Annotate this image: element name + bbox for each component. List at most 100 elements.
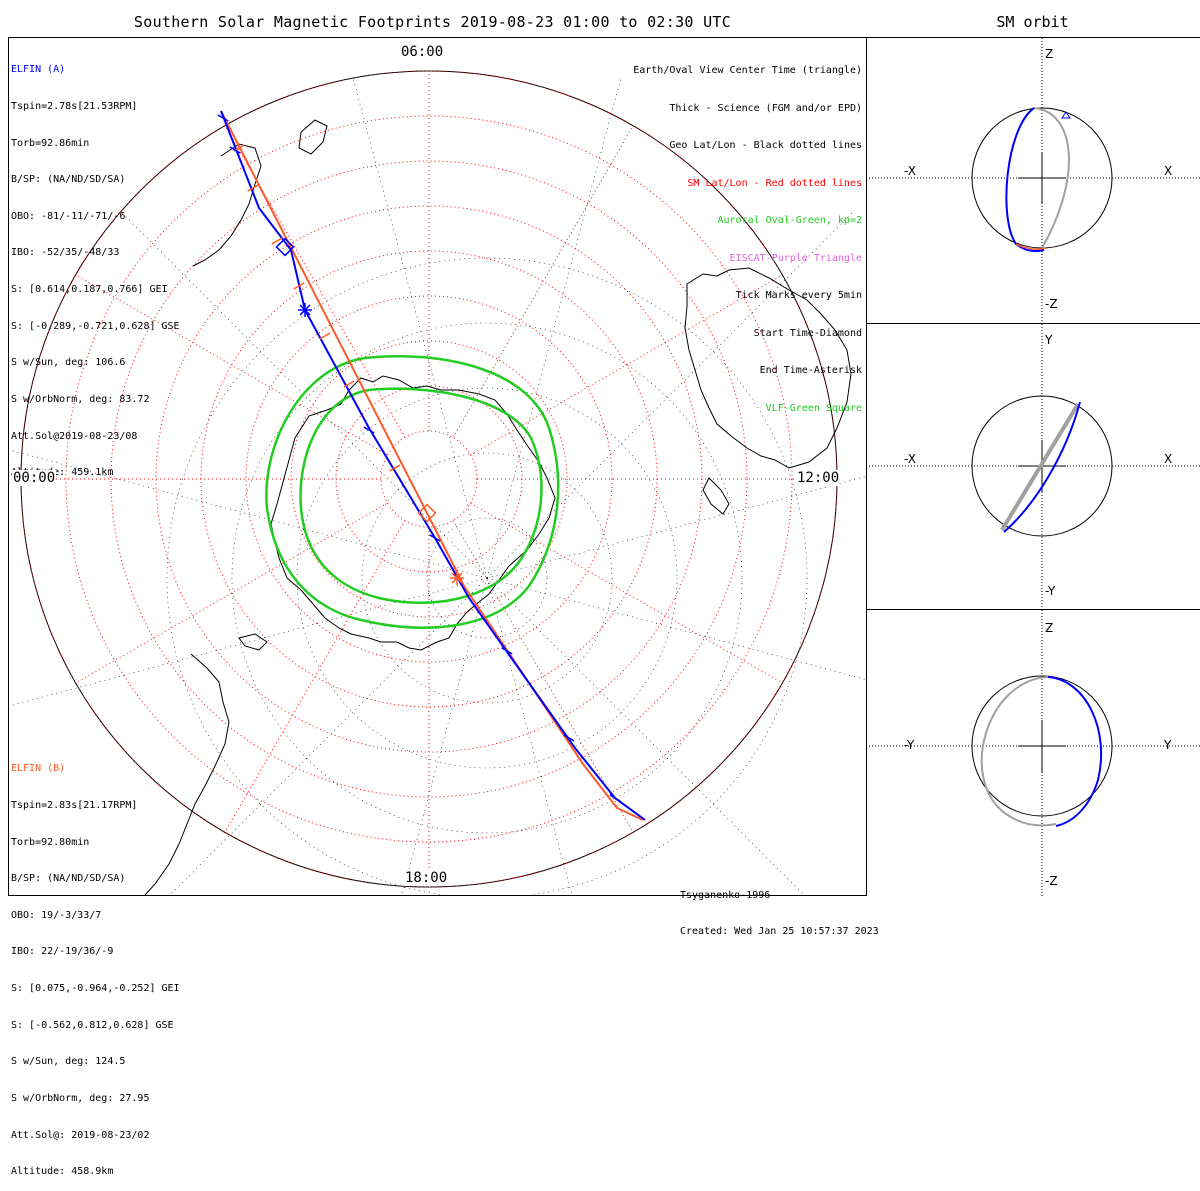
sm-longitude-line [452,125,634,438]
elfin-b-line: B/SP: (NA/ND/SD/SA) [11,873,126,885]
geo-longitude-line [486,577,805,895]
geo-longitude-line [401,577,488,895]
elfin-b-end-asterisk [450,571,464,585]
sm-latitude-ring [245,295,613,663]
elfin-a-info: ELFIN (A) Tspin=2.78s[21.53RPM] Torb=92.… [11,40,180,492]
axis-label-left: -X [904,164,916,178]
elfin-a-tick [217,114,229,122]
elfin-b-line: S w/OrbNorm, deg: 27.95 [11,1092,150,1104]
coastline-new-zealand [702,477,730,515]
axis-label-bottom: -Z [1045,874,1058,888]
geo-latitude-ring [166,257,808,895]
orbit-panel-xz: Z -Z -X X [866,37,1200,324]
geo-latitude-ring [296,387,678,769]
elfin-b-end-asterisk-stroke [451,572,463,584]
legend-item: Auroral Oval-Green, kp=2 [717,215,863,226]
sm-longitude-line [470,502,783,684]
axis-label-right: X [1164,452,1173,466]
elfin-a-line: Tspin=2.78s[21.53RPM] [11,101,138,113]
geo-longitude-line [486,210,855,579]
elfin-b-line: S: [0.075,-0.964,-0.252] GEI [11,983,180,995]
elfin-a-line: IBO: -52/35/-48/33 [11,247,120,259]
geo-longitude-line [486,476,866,579]
elfin-b-track [426,512,644,821]
auroral-oval-inner [299,387,543,604]
orbit-panel-xy: Y -Y -X X [866,323,1200,610]
elfin-b-line: Tspin=2.83s[21.17RPM] [11,800,138,812]
legend-item: VLF-Green Square [765,402,862,414]
legend-item: Geo Lat/Lon - Black dotted lines [669,140,862,151]
elfin-b-tick [389,464,401,472]
elfin-a-line: S w/OrbNorm, deg: 83.72 [11,393,150,405]
created-label: Created: Wed Jan 25 10:57:37 2023 [680,926,879,937]
legend-item: End Time-Asterisk [759,365,862,376]
chart-title: Southern Solar Magnetic Footprints 2019-… [133,13,732,31]
coastline-madagascar [298,119,328,155]
axis-label-left: -X [904,452,916,466]
elfin-b-line: OBO: 19/-3/33/7 [11,909,102,921]
clock-label-bottom: 18:00 [404,870,449,886]
clock-label-right: 12:00 [796,470,841,486]
sm-latitude-ring [200,250,658,708]
sm-latitude-ring [290,340,568,618]
elfin-a-line: S: [0.614,0.187,0.766] GEI [11,284,168,296]
credits: Tsyganenko-1996 Created: Wed Jan 25 10:5… [680,866,879,950]
auroral-ovals [265,355,560,629]
elfin-a-line: OBO: -81/-11/-71/-6 [11,210,126,222]
geo-latitude-ring [231,322,743,834]
footprint-plot [8,37,867,896]
elfin-b-line: IBO: 22/-19/36/-9 [11,946,114,958]
legend-item: Start Time-Diamond [753,327,862,339]
auroral-oval-outer [265,355,560,629]
sm-latitude-ring [65,115,793,843]
coastline-australia [684,267,852,469]
sm-longitude-line [75,502,388,684]
elfin-a-end-asterisk [298,303,312,317]
legend: Earth/Oval View Center Time (triangle) T… [633,40,862,428]
axis-label-top: Y [1045,333,1053,347]
coastline-africa [192,143,262,267]
geo-longitude-line [352,75,488,579]
orbit-title: SM orbit [996,13,1069,31]
geo-latitude-ring [426,517,548,639]
elfin-b-tick [319,332,331,340]
geo-longitude-line [9,577,488,707]
elfin-a-end-asterisk-stroke [299,304,311,316]
axis-label-bottom: -Z [1045,297,1058,311]
coastline-antarctica [270,375,556,651]
elfin-b-tick [343,380,355,388]
sm-longitude-line [224,520,406,833]
elfin-a-line: Torb=92.86min [11,137,90,149]
elfin-a-tick [363,426,375,434]
legend-item: SM Lat/Lon - Red dotted lines [687,177,862,189]
axis-label-bottom: -Y [1045,584,1056,598]
geo-longitude-line [486,577,866,680]
coastline-south-georgia [238,633,268,651]
orbit-panel-yz: Z -Z -Y Y [866,609,1200,897]
elfin-a-line: S: [-0.289,-0.721,0.628] GSE [11,320,180,332]
coastlines [144,119,852,895]
legend-item: EISCAT-Purple Triangle [729,252,862,264]
orbit-plot-xy [866,324,1200,610]
elfin-a-tick [429,534,441,542]
axis-label-right: X [1164,164,1173,178]
sm-longitude-line [75,274,388,456]
geo-longitude-line [486,75,622,579]
axis-label-top: Z [1045,47,1054,61]
clock-label-left: 00:00 [12,470,57,486]
legend-item: Thick - Science (FGM and/or EPD) [669,102,862,114]
axis-label-left: -Y [904,738,915,752]
clock-label-top: 06:00 [400,44,445,60]
legend-item: Tick Marks every 5min [735,290,862,301]
elfin-a-tick [501,647,513,655]
sm-longitude-line [452,520,634,833]
footprint-tracks [217,110,646,821]
legend-item: Earth/Oval View Center Time (triangle) [633,65,862,76]
model-label: Tsyganenko-1996 [680,890,771,901]
elfin-a-track [220,110,646,821]
elfin-b-tick [293,282,305,290]
elfin-b-tick [247,184,259,192]
elfin-b-name: ELFIN (B) [11,763,66,775]
elfin-a-line: B/SP: (NA/ND/SD/SA) [11,174,126,186]
elfin-a-tick [229,146,241,154]
